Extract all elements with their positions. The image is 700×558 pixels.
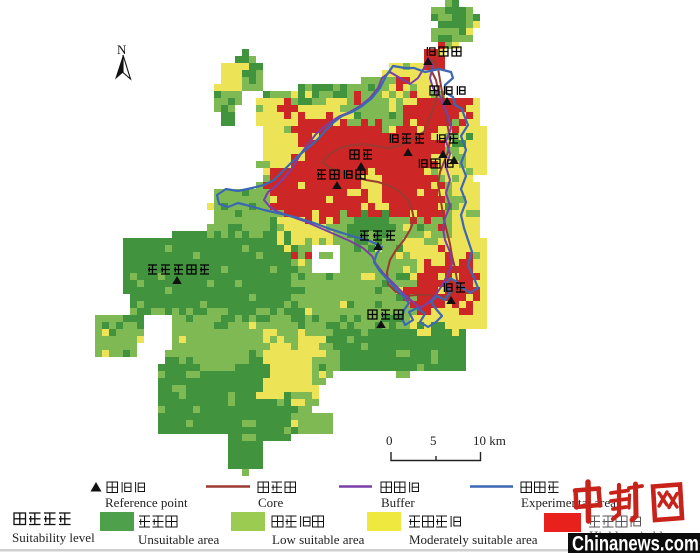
svg-text:0: 0 [386, 433, 393, 448]
svg-text:5: 5 [430, 433, 437, 448]
svg-text:Unsuitable area: Unsuitable area [138, 532, 219, 547]
svg-text:Chinanews.com: Chinanews.com [572, 533, 699, 553]
svg-text:Moderately suitable area: Moderately suitable area [409, 532, 538, 547]
svg-text:Low suitable area: Low suitable area [272, 532, 365, 547]
svg-text:Core: Core [258, 495, 284, 510]
svg-text:Buffer: Buffer [381, 495, 415, 510]
svg-text:Reference point: Reference point [105, 495, 188, 510]
svg-text:10 km: 10 km [473, 433, 506, 448]
svg-text:Suitability level: Suitability level [12, 530, 95, 545]
svg-text:N: N [117, 42, 127, 57]
